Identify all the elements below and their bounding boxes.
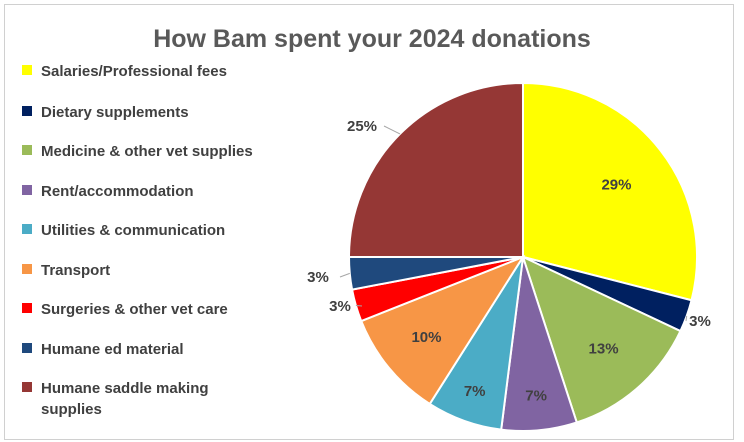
data-label-utilities: 7% (464, 383, 486, 400)
legend-swatch (22, 106, 32, 116)
legend-item-medicine: Medicine & other vet supplies (22, 141, 272, 162)
legend-swatch (22, 224, 32, 234)
chart-title: How Bam spent your 2024 donations (153, 25, 591, 53)
legend-item-rent: Rent/accommodation (22, 181, 272, 202)
pie-slice-transport (359, 254, 526, 406)
data-label-medicine: 13% (589, 340, 619, 357)
data-label-saddle: 25% (347, 118, 377, 135)
legend-label: Humane ed material (41, 341, 184, 358)
legend-swatch (22, 65, 32, 75)
data-label-dietary: 3% (689, 313, 711, 330)
legend-swatch (22, 382, 32, 392)
data-label-humane-ed: 3% (307, 269, 329, 286)
legend-item-transport: Transport (22, 260, 272, 281)
legend-item-salaries: Salaries/Professional fees (22, 61, 272, 82)
legend-label: Surgeries & other vet care (41, 301, 228, 318)
data-label-surgeries: 3% (329, 298, 351, 315)
legend-swatch (22, 264, 32, 274)
legend-label: Humane saddle making supplies (41, 380, 209, 418)
legend-swatch (22, 343, 32, 353)
legend-label: Rent/accommodation (41, 183, 194, 200)
legend-label: Dietary supplements (41, 104, 189, 121)
data-label-transport: 10% (411, 329, 441, 346)
leader-line-dietary (685, 315, 688, 322)
legend-item-saddle: Humane saddle making supplies (22, 378, 272, 420)
legend-label: Salaries/Professional fees (41, 63, 227, 80)
legend-label: Utilities & communication (41, 222, 226, 239)
pie-slice-saddle (347, 81, 524, 258)
legend-label: Medicine & other vet supplies (41, 143, 253, 160)
legend-swatch (22, 145, 32, 155)
legend-swatch (22, 303, 32, 313)
pie-slice-medicine (521, 255, 682, 424)
legend-label: Transport (41, 262, 111, 279)
legend-item-humane-ed: Humane ed material (22, 339, 272, 360)
leader-line-saddle (383, 125, 401, 135)
data-label-salaries: 29% (601, 176, 631, 193)
legend-item-surgeries: Surgeries & other vet care (22, 299, 272, 320)
legend-item-utilities: Utilities & communication (22, 220, 272, 241)
pie-slice-salaries (522, 81, 698, 302)
legend-swatch (22, 185, 32, 195)
data-label-rent: 7% (525, 388, 547, 405)
legend-item-dietary: Dietary supplements (22, 102, 272, 123)
leader-line-humane-ed (339, 272, 350, 278)
